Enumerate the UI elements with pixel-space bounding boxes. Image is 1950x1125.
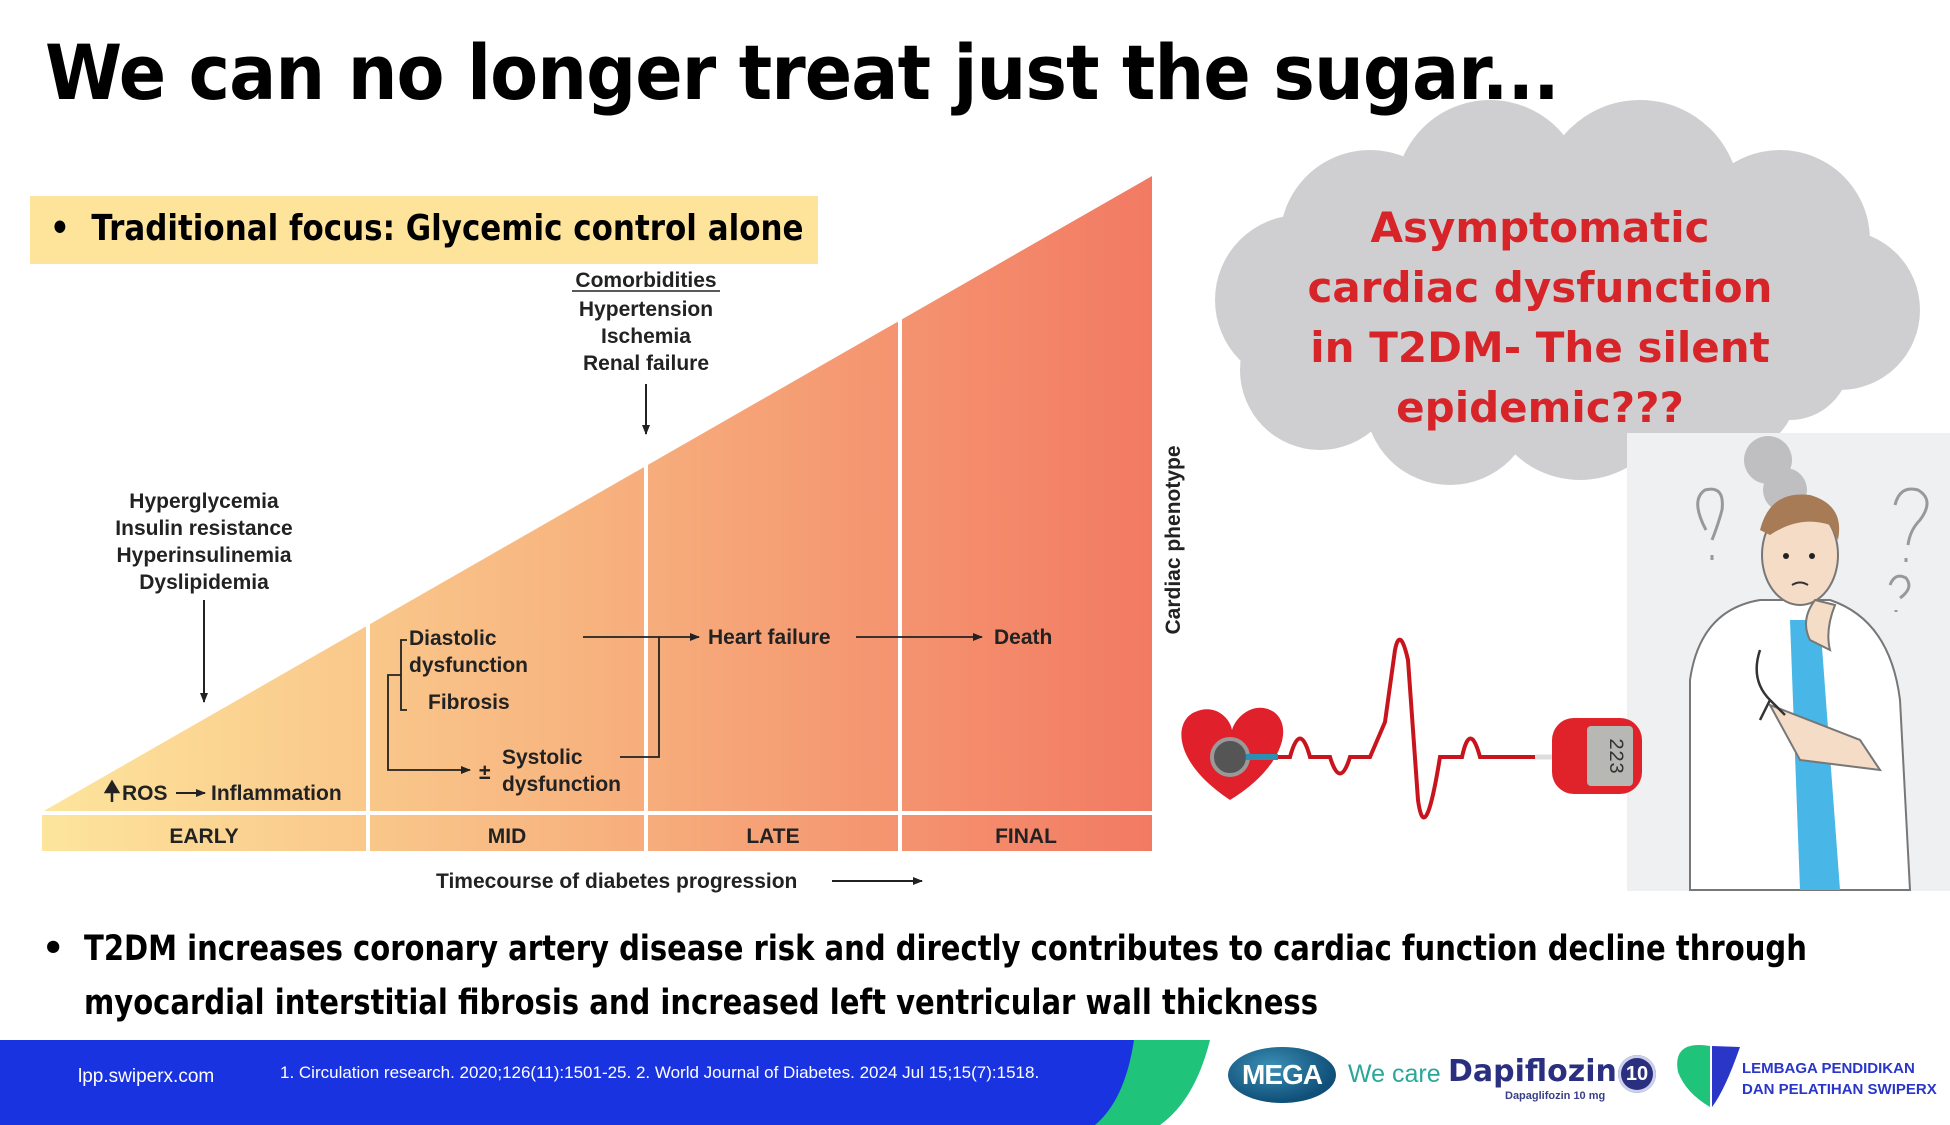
diastolic-label: dysfunction	[409, 654, 528, 677]
systolic-label: dysfunction	[502, 773, 621, 796]
stage-label-final: FINAL	[995, 825, 1057, 848]
bottom-bullet-text: T2DM increases coronary artery disease r…	[84, 929, 1807, 1023]
focus-bullet-text: Traditional focus: Glycemic control alon…	[91, 208, 804, 249]
focus-callout: • Traditional focus: Glycemic control al…	[30, 196, 818, 264]
lpp-line: LEMBAGA PENDIDIKAN	[1742, 1060, 1915, 1077]
inflammation-label: Inflammation	[211, 782, 342, 805]
comorbidity-item: Ischemia	[601, 325, 691, 348]
stage-label-early: EARLY	[169, 825, 238, 848]
stethoscope-icon	[1210, 737, 1250, 777]
dapiflozin-logo: Dapiflozin	[1448, 1054, 1617, 1089]
early-factor: Hyperglycemia	[129, 490, 279, 513]
footer-references: 1. Circulation research. 2020;126(11):15…	[280, 1063, 1040, 1082]
systolic-label: Systolic	[502, 746, 583, 769]
comorbidity-item: Hypertension	[579, 298, 713, 321]
comorbidities-heading: Comorbidities	[575, 269, 716, 292]
we-care-text: We care	[1348, 1060, 1441, 1088]
meter-reading: 223	[1603, 738, 1626, 774]
footer-url-link[interactable]: lpp.swiperx.com	[78, 1066, 215, 1087]
dapiflozin-subtitle: Dapaglifozin 10 mg	[1505, 1090, 1606, 1102]
doctor-illustration	[1689, 487, 1929, 891]
heart-ecg-illustration: 223	[1181, 637, 1642, 820]
death-label: Death	[994, 626, 1052, 649]
lpp-logo-text: LEMBAGA PENDIDIKAN DAN PELATIHAN SWIPERX	[1742, 1058, 1937, 1100]
bullet: •	[42, 929, 65, 969]
stage-label-mid: MID	[488, 825, 527, 848]
cloud-line: cardiac dysfunction	[1307, 263, 1773, 312]
lpp-logo-icon	[1677, 1045, 1740, 1107]
slide-title: We can no longer treat just the sugar...	[45, 28, 1560, 117]
dose-badge: 10	[1618, 1055, 1656, 1093]
early-factor: Hyperinsulinemia	[116, 544, 291, 567]
stage-bar	[42, 815, 1152, 851]
footer-bar	[0, 1040, 1134, 1125]
y-axis-label: Cardiac phenotype	[1162, 445, 1185, 634]
lpp-line: DAN PELATIHAN SWIPERX	[1742, 1081, 1937, 1098]
systolic-connector	[620, 637, 660, 758]
thought-cloud	[1215, 100, 1920, 485]
heart-failure-label: Heart failure	[708, 626, 831, 649]
bullet: •	[50, 208, 70, 249]
cloud-line: in T2DM- The silent	[1310, 323, 1770, 372]
ecg-line	[1278, 637, 1535, 820]
early-factor: Dyslipidemia	[139, 571, 269, 594]
fibrosis-label: Fibrosis	[428, 691, 510, 714]
cloud-line: Asymptomatic	[1370, 203, 1710, 252]
x-axis-label: Timecourse of diabetes progression	[436, 870, 797, 893]
stage-label-late: LATE	[746, 825, 799, 848]
plus-minus-label: ±	[479, 761, 491, 784]
ros-label: ROS	[122, 782, 168, 805]
early-factor: Insulin resistance	[115, 517, 292, 540]
up-arrow-icon	[103, 779, 121, 802]
mid-connector	[387, 674, 471, 774]
cloud-line: epidemic???	[1396, 383, 1684, 432]
cloud-message: Asymptomatic cardiac dysfunction in T2DM…	[1280, 198, 1800, 438]
bottom-bullet: • T2DM increases coronary artery disease…	[38, 922, 1928, 1030]
mega-logo: MEGA	[1228, 1047, 1336, 1103]
progression-triangle	[42, 176, 1152, 812]
comorbidity-item: Renal failure	[583, 352, 709, 375]
diastolic-label: Diastolic	[409, 627, 497, 650]
